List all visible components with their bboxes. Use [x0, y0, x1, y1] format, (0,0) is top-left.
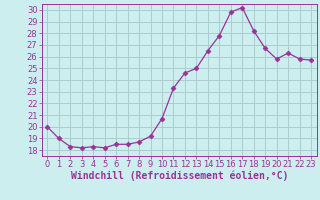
X-axis label: Windchill (Refroidissement éolien,°C): Windchill (Refroidissement éolien,°C) — [70, 171, 288, 181]
